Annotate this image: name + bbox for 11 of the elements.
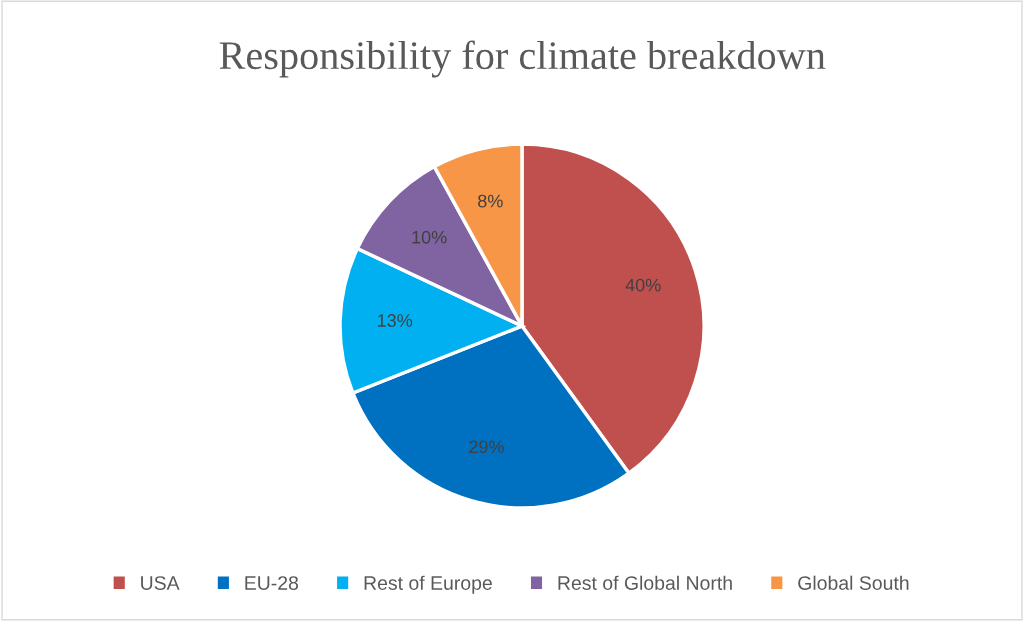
data-label: 29% [469, 440, 504, 454]
legend-label: Global South [798, 575, 909, 590]
data-label: 40% [625, 278, 661, 292]
chart-title: Responsibility for climate breakdown [219, 40, 826, 78]
legend-label: USA [141, 576, 180, 590]
data-label: 10% [412, 230, 447, 244]
data-label: 13% [377, 314, 413, 327]
legend-label: EU-28 [245, 576, 299, 590]
legend-label: Rest of Global North [558, 575, 732, 590]
legend-label: Rest of Europe [364, 575, 492, 594]
data-label: 8% [478, 194, 503, 208]
